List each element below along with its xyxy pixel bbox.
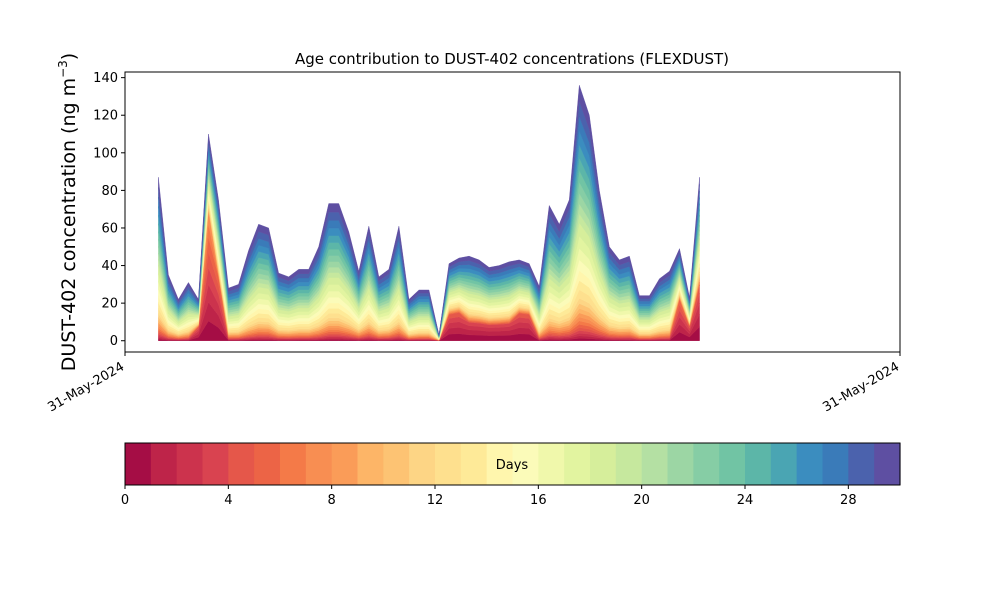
- colorbar-swatch: [409, 443, 436, 485]
- colorbar-tick-label: 28: [840, 493, 857, 508]
- colorbar-swatch: [590, 443, 617, 485]
- y-axis-label-text: DUST-402 concentration (ng m: [58, 78, 80, 371]
- colorbar-swatch: [202, 443, 229, 485]
- y-tick-label: 60: [101, 221, 118, 236]
- colorbar-swatch: [615, 443, 643, 485]
- y-axis-ticks: 0 20 40 60 80 100 120 140: [93, 71, 125, 349]
- colorbar-swatch: [460, 443, 488, 485]
- stacked-areas: [158, 85, 700, 341]
- y-tick-label: 120: [93, 109, 118, 124]
- colorbar-swatch: [176, 443, 204, 485]
- x-axis-ticks: 31-May-2024 31-May-2024: [45, 352, 902, 415]
- y-tick-label: 80: [101, 184, 118, 199]
- colorbar-swatch: [564, 443, 591, 485]
- y-tick-label: 40: [101, 259, 118, 274]
- colorbar-tick-label: 4: [224, 493, 232, 508]
- colorbar-swatch: [357, 443, 384, 485]
- colorbar: Days 0 4 8 12 16 20 24 28: [121, 442, 901, 508]
- colorbar-swatch: [745, 443, 772, 485]
- colorbar-tick-label: 16: [530, 493, 547, 508]
- colorbar-frame: [124, 442, 901, 486]
- colorbar-swatch: [512, 443, 539, 485]
- colorbar-tick-label: 12: [427, 493, 444, 508]
- colorbar-swatch: [538, 443, 565, 485]
- colorbar-swatch: [693, 443, 720, 485]
- colorbar-swatch: [305, 443, 333, 485]
- colorbar-swatch: [667, 443, 694, 485]
- colorbar-ticks: 0 4 8 12 16 20 24 28: [121, 485, 857, 508]
- colorbar-label: Days: [496, 458, 529, 473]
- colorbar-tick-label: 0: [121, 493, 129, 508]
- colorbar-swatch: [796, 443, 824, 485]
- colorbar-swatch: [254, 443, 281, 485]
- y-axis-label-close: ): [58, 53, 80, 60]
- colorbar-swatch: [228, 443, 255, 485]
- y-axis-label: DUST-402 concentration (ng m−3): [56, 53, 80, 371]
- y-tick-label: 100: [93, 146, 118, 161]
- colorbar-swatch: [641, 443, 669, 485]
- plot-area: 0 20 40 60 80 100 120 140 31-May-2024 31-May-202…: [45, 71, 902, 415]
- colorbar-tick-label: 8: [328, 493, 336, 508]
- colorbar-swatch: [280, 443, 307, 485]
- colorbar-swatch: [822, 443, 849, 485]
- colorbar-swatch: [383, 443, 410, 485]
- axes-frame: [124, 71, 901, 353]
- colorbar-tick-label: 20: [633, 493, 650, 508]
- y-tick-label: 20: [101, 297, 118, 312]
- colorbar-swatch: [770, 443, 798, 485]
- y-tick-label: 0: [110, 334, 118, 349]
- y-axis-label-superscript: −3: [56, 60, 70, 78]
- colorbar-swatch: [848, 443, 875, 485]
- colorbar-swatch: [331, 443, 359, 485]
- colorbar-swatch: [719, 443, 746, 485]
- chart-title: Age contribution to DUST-402 concentrati…: [295, 50, 729, 68]
- colorbar-tick-label: 24: [737, 493, 754, 508]
- age-band-area-29: [158, 85, 700, 336]
- x-tick-label: 31-May-2024: [820, 359, 902, 415]
- colorbar-swatch: [435, 443, 462, 485]
- colorbar-swatch: [874, 443, 901, 485]
- colorbar-swatch: [125, 443, 152, 485]
- colorbar-swatches: [125, 443, 901, 485]
- colorbar-swatch: [486, 443, 514, 485]
- y-tick-label: 140: [93, 71, 118, 86]
- colorbar-swatch: [150, 443, 178, 485]
